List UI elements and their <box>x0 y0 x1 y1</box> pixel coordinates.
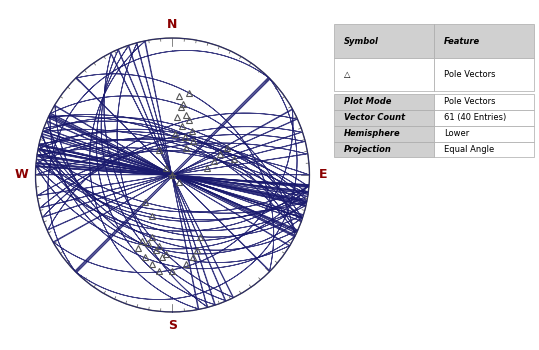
Text: W: W <box>15 168 29 182</box>
Text: N: N <box>167 18 178 31</box>
Text: E: E <box>319 168 327 182</box>
Text: S: S <box>168 319 177 332</box>
